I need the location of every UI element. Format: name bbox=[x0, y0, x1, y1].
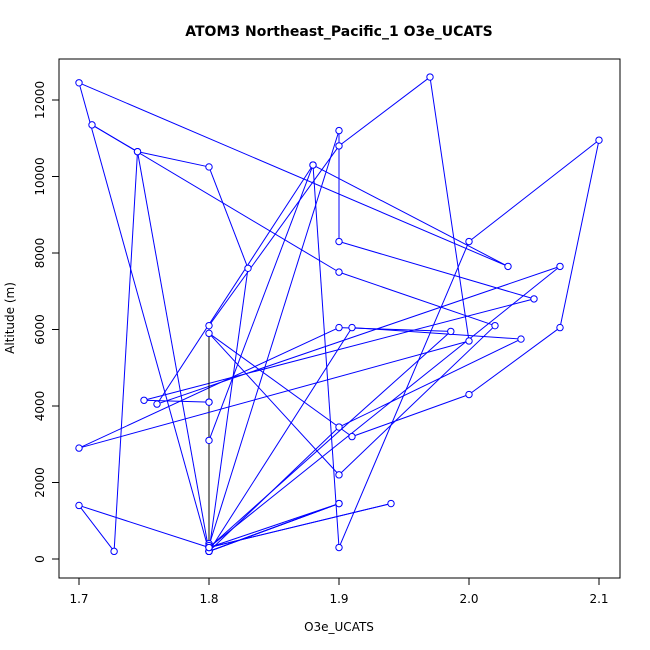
data-point bbox=[88, 121, 96, 129]
series-segment bbox=[143, 298, 535, 401]
series-segment bbox=[208, 503, 392, 549]
data-point bbox=[447, 327, 455, 336]
data-point bbox=[348, 432, 356, 441]
x-tick-label: 1.7 bbox=[69, 592, 88, 606]
y-tick-label: 10000 bbox=[33, 157, 47, 195]
series-segment bbox=[208, 503, 340, 548]
data-point bbox=[556, 323, 564, 332]
series-segment bbox=[113, 151, 138, 552]
y-axis: 0 2000 4000 6000 8000 10000 12000 bbox=[33, 81, 60, 563]
series-segment bbox=[468, 139, 600, 242]
data-point bbox=[309, 161, 317, 169]
series-segment bbox=[208, 327, 353, 552]
series-segment bbox=[208, 145, 340, 326]
data-point bbox=[530, 295, 538, 303]
data-point bbox=[75, 79, 83, 87]
series-segment bbox=[468, 327, 561, 395]
data-point bbox=[335, 323, 343, 332]
series-segment bbox=[78, 504, 210, 549]
series-segment bbox=[91, 124, 138, 153]
data-point bbox=[205, 436, 213, 445]
data-point bbox=[491, 321, 499, 330]
data-point bbox=[205, 398, 213, 406]
data-point bbox=[205, 543, 213, 552]
y-axis-title: Altitude (m) bbox=[3, 282, 17, 354]
data-point bbox=[133, 147, 142, 156]
x-tick-label: 1.9 bbox=[329, 592, 348, 606]
x-tick-label: 1.8 bbox=[199, 592, 218, 606]
data-point bbox=[335, 499, 343, 508]
series-segment bbox=[78, 82, 509, 267]
series-segment bbox=[351, 327, 522, 340]
series-segment bbox=[208, 265, 561, 548]
series-segment bbox=[338, 327, 451, 332]
series-segment bbox=[559, 140, 600, 328]
data-point bbox=[335, 268, 343, 276]
data-series bbox=[78, 76, 600, 552]
data-point bbox=[465, 337, 473, 345]
data-point bbox=[335, 471, 343, 479]
series-segment bbox=[156, 164, 314, 405]
data-point bbox=[244, 264, 252, 272]
series-segment bbox=[338, 338, 522, 428]
data-point bbox=[335, 126, 343, 135]
series-segment bbox=[78, 505, 115, 552]
x-tick-label: 2.1 bbox=[589, 592, 608, 606]
data-point bbox=[348, 323, 356, 332]
data-point bbox=[387, 499, 395, 508]
data-point bbox=[335, 142, 343, 150]
chart-title: ATOM3 Northeast_Pacific_1 O3e_UCATS bbox=[185, 24, 493, 40]
series-segment bbox=[137, 151, 210, 168]
series-segment bbox=[338, 241, 470, 548]
data-point bbox=[595, 136, 603, 144]
data-point bbox=[140, 396, 148, 404]
series-segment bbox=[78, 82, 210, 552]
series-segment bbox=[78, 340, 470, 449]
series-segment bbox=[312, 164, 340, 548]
series-segment bbox=[208, 268, 249, 552]
y-tick-label: 8000 bbox=[33, 238, 47, 269]
series-segment bbox=[208, 130, 340, 546]
data-point bbox=[335, 237, 343, 246]
data-markers bbox=[75, 73, 603, 556]
series-segment bbox=[338, 271, 496, 327]
series-segment bbox=[208, 503, 340, 552]
x-axis-title: O3e_UCATS bbox=[304, 620, 374, 634]
data-point bbox=[335, 543, 343, 552]
data-point bbox=[205, 329, 213, 338]
data-point bbox=[426, 73, 434, 81]
series-segment bbox=[208, 166, 249, 269]
series-segment bbox=[143, 399, 210, 403]
y-tick-label: 2000 bbox=[33, 467, 47, 498]
data-point bbox=[205, 163, 213, 171]
data-point bbox=[153, 400, 161, 408]
data-point bbox=[504, 262, 512, 271]
series-segment bbox=[338, 76, 431, 147]
data-point bbox=[75, 501, 83, 510]
series-segment bbox=[429, 76, 470, 342]
series-segment bbox=[338, 325, 496, 476]
y-tick-label: 0 bbox=[33, 555, 47, 563]
data-point bbox=[335, 423, 343, 431]
data-point bbox=[110, 547, 118, 556]
series-segment bbox=[338, 241, 535, 300]
x-tick-label: 2.0 bbox=[459, 592, 478, 606]
data-point bbox=[517, 335, 525, 343]
y-tick-label: 12000 bbox=[33, 81, 47, 119]
series-segment bbox=[312, 164, 509, 267]
data-point bbox=[465, 237, 473, 246]
y-tick-label: 4000 bbox=[33, 391, 47, 422]
series-segment bbox=[208, 331, 452, 548]
data-point bbox=[205, 321, 213, 330]
data-point bbox=[465, 390, 473, 399]
y-tick-label: 6000 bbox=[33, 314, 47, 345]
series-segment bbox=[208, 332, 353, 438]
series-segment bbox=[351, 394, 470, 438]
x-axis: 1.7 1.8 1.9 2.0 2.1 bbox=[69, 577, 609, 606]
series-segment bbox=[137, 151, 210, 552]
series-segment bbox=[208, 164, 314, 441]
data-point bbox=[75, 444, 83, 452]
data-point bbox=[556, 262, 564, 271]
